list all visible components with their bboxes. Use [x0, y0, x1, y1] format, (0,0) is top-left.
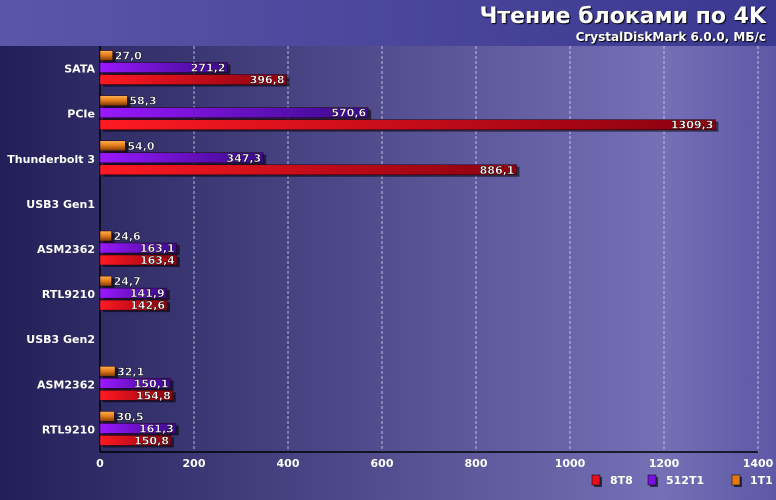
- data-label: 886,1: [480, 164, 515, 177]
- data-label: 150,8: [134, 434, 169, 447]
- x-tick-label: 400: [277, 457, 300, 470]
- bar-1T1: [99, 140, 126, 152]
- chart-title: Чтение блоками по 4K: [479, 4, 766, 29]
- data-label: 58,3: [129, 95, 156, 108]
- bar-8T8: [99, 254, 178, 266]
- bar-8T8: [99, 299, 168, 311]
- data-label: 163,4: [140, 254, 175, 267]
- bar-1T1: [99, 50, 113, 61]
- bar-512T1: [99, 152, 264, 164]
- data-label: 142,6: [130, 299, 165, 312]
- category-label: USB3 Gen1: [26, 198, 95, 211]
- bar-8T8: [99, 435, 172, 446]
- data-label: 347,3: [226, 152, 261, 165]
- category-label: ASM2362: [37, 378, 95, 391]
- data-label: 24,7: [114, 275, 141, 288]
- bar-512T1: [99, 378, 171, 389]
- data-label: 27,0: [115, 50, 142, 63]
- bar-8T8: [99, 164, 517, 176]
- data-label: 141,9: [130, 287, 165, 300]
- data-label: 1309,3: [671, 119, 713, 132]
- data-label: 396,8: [250, 74, 285, 87]
- x-tick-label: 1400: [743, 457, 774, 470]
- data-label: 30,5: [116, 410, 143, 423]
- data-label: 150,1: [134, 377, 169, 390]
- category-label: USB3 Gen2: [26, 333, 95, 346]
- legend: 8T8 512T1 1T1: [591, 474, 773, 487]
- data-label: 570,6: [331, 107, 366, 120]
- legend-label: 8T8: [610, 474, 633, 487]
- legend-label: 1T1: [750, 474, 773, 487]
- bar-512T1: [99, 62, 228, 73]
- data-label: 161,3: [139, 422, 174, 435]
- bar-8T8: [99, 119, 716, 130]
- bar-512T1: [99, 423, 177, 434]
- category-labels: SATA PCIe Thunderbolt 3 USB3 Gen1 ASM2362 RTL…: [7, 63, 95, 437]
- x-tick-label: 200: [183, 457, 206, 470]
- legend-swatch-1T1: [731, 474, 741, 486]
- category-label: RTL9210: [42, 423, 95, 436]
- x-tick-label: 1000: [555, 457, 586, 470]
- category-label: Thunderbolt 3: [7, 153, 95, 166]
- bar-512T1: [99, 287, 167, 299]
- x-tick-labels: 0 200 400 600 800 1000 1200 1400: [96, 457, 773, 470]
- legend-swatch-512T1: [647, 474, 657, 486]
- data-label: 271,2: [191, 62, 226, 75]
- category-label: PCIe: [67, 108, 95, 121]
- bar-1T1: [99, 366, 116, 377]
- data-label: 54,0: [127, 140, 154, 153]
- legend-swatch-8T8: [591, 474, 601, 486]
- bar-8T8: [99, 390, 174, 401]
- x-tick-label: 1200: [649, 457, 680, 470]
- data-label: 24,6: [114, 230, 141, 243]
- bar-1T1: [99, 411, 115, 422]
- category-label: RTL9210: [42, 288, 95, 301]
- bar-1T1: [99, 95, 128, 106]
- chart-subtitle: CrystalDiskMark 6.0.0, МБ/с: [575, 30, 766, 44]
- bar-8T8: [99, 74, 287, 85]
- category-label: SATA: [64, 63, 95, 76]
- header-band: [0, 0, 776, 46]
- bar-512T1: [99, 242, 177, 254]
- data-label: 154,8: [136, 389, 171, 402]
- category-label: ASM2362: [37, 243, 95, 256]
- legend-label: 512T1: [666, 474, 704, 487]
- bars: 27,0 271,2 396,8 58,3 570,6 1309,3 54,0 347,3 88…: [99, 49, 719, 448]
- data-label: 32,1: [117, 365, 144, 378]
- bar-1T1: [99, 230, 112, 242]
- bar-1T1: [99, 275, 112, 287]
- x-tick-label: 0: [96, 457, 104, 470]
- bar-512T1: [99, 107, 369, 118]
- data-label: 163,1: [140, 242, 175, 255]
- x-tick-label: 800: [465, 457, 488, 470]
- x-tick-label: 600: [371, 457, 394, 470]
